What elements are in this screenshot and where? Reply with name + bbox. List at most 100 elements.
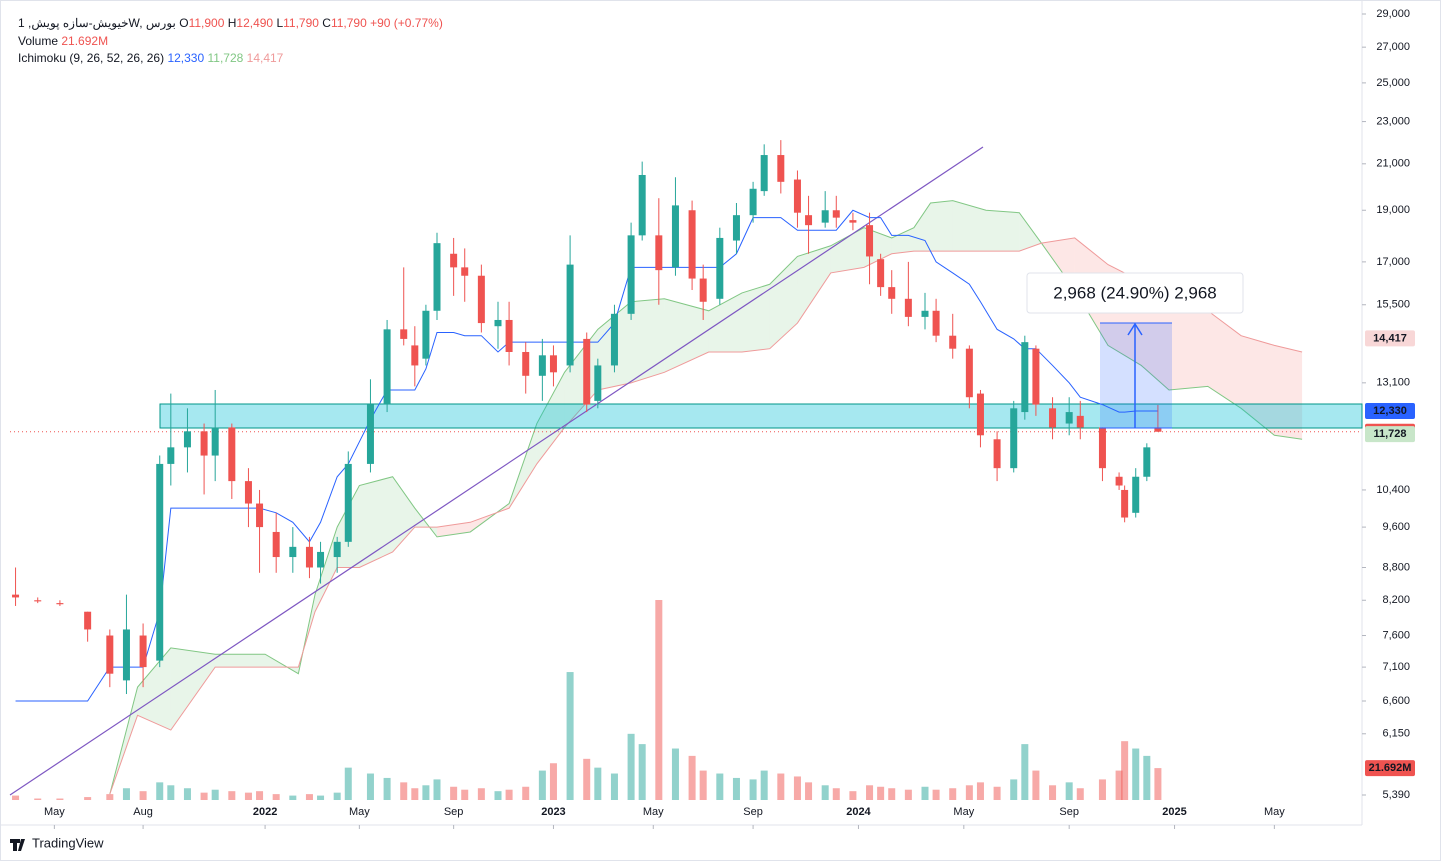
candle-body <box>699 278 707 302</box>
cloud-fill <box>170 647 216 731</box>
volume-bar <box>422 785 430 800</box>
volume-bar <box>305 794 313 800</box>
ichimoku-value: 12,330 <box>167 51 204 65</box>
volume-bar <box>494 791 502 800</box>
symbol: خیویش-سازه پویش, 1W, بورس <box>18 16 176 30</box>
x-tick-label: 2024 <box>846 806 871 818</box>
candle-body <box>805 215 813 226</box>
y-tick-label: 15,500 <box>1376 299 1410 311</box>
volume-bar <box>411 788 419 800</box>
footer: TradingView <box>32 835 104 850</box>
volume-bar <box>1115 770 1123 800</box>
volume-bar <box>383 777 391 800</box>
y-tick-label: 23,000 <box>1376 115 1410 127</box>
candle-body <box>522 351 530 376</box>
candle-body <box>433 243 441 311</box>
ohlc-label: H <box>228 16 237 30</box>
cloud-fill <box>1207 310 1242 409</box>
cloud-fill <box>536 372 565 464</box>
volume-bar <box>583 758 591 800</box>
y-tick-label: 7,100 <box>1382 661 1410 673</box>
candle-body <box>505 319 513 352</box>
cloud-fill <box>215 654 266 668</box>
candle-body <box>549 355 557 373</box>
candle-body <box>1032 348 1040 405</box>
volume-bar <box>477 788 485 800</box>
candle-body <box>84 611 92 630</box>
volume-bar <box>156 782 164 800</box>
cloud-fill <box>913 202 931 252</box>
zone-rect <box>159 403 1363 429</box>
volume-bar <box>993 786 1001 800</box>
candle-body <box>333 541 341 558</box>
ohlc-value: 11,790 <box>331 16 367 30</box>
axes-layer: 29,000 27,000 25,000 23,000 21,000 19,000 17,0… <box>44 8 1415 829</box>
candle-body <box>965 348 973 398</box>
volume-bar <box>976 782 984 800</box>
volume-bar <box>594 767 602 800</box>
legend-volume-row: Volume 21.692M <box>18 34 108 48</box>
y-tick-label: 5,390 <box>1382 789 1410 801</box>
y-tick-label: 21,000 <box>1376 158 1410 170</box>
candle-body <box>594 365 602 401</box>
volume-bar <box>461 789 469 800</box>
cloud-fill <box>664 298 709 373</box>
volume-bar <box>84 797 92 800</box>
candle-body <box>904 298 912 317</box>
candle-body <box>167 447 175 464</box>
y-tick-label: 29,000 <box>1376 8 1410 20</box>
candle-body <box>877 259 885 288</box>
volume-bar <box>965 785 973 800</box>
candle-body <box>832 210 840 218</box>
volume-bar <box>1098 779 1106 800</box>
volume-bar <box>638 744 646 800</box>
volume-bar <box>888 788 896 800</box>
candle-body <box>1115 476 1123 486</box>
cloud-line <box>109 237 1303 795</box>
volume-bar <box>139 791 147 800</box>
price-tag-label: 11,728 <box>1373 428 1406 440</box>
candle-body <box>749 188 757 216</box>
candle-body <box>450 253 458 268</box>
y-tick-label: 8,200 <box>1382 594 1410 606</box>
cloud-fill <box>1019 212 1042 252</box>
x-tick-label: Sep <box>1059 806 1079 818</box>
volume-bar <box>949 788 957 800</box>
volume-bar <box>1076 788 1084 800</box>
candle-body <box>921 310 929 317</box>
candle-body <box>777 155 785 182</box>
candle-body <box>976 393 984 436</box>
candle-body <box>272 531 280 558</box>
cloud-fill <box>1274 345 1303 440</box>
volume-bar <box>1132 748 1140 800</box>
volume-tag <box>1365 760 1415 777</box>
candle-body <box>1076 415 1084 428</box>
cloud-fill <box>930 200 953 252</box>
cloud-fill <box>1169 292 1208 390</box>
candle-body <box>1021 342 1029 413</box>
candle-body <box>256 503 264 528</box>
legend-symbol-row: خیویش-سازه پویش, 1W, بورس O11,900 H12,49… <box>18 16 443 30</box>
candle-body <box>1065 412 1073 424</box>
candle-body <box>849 220 857 223</box>
volume-bar <box>655 600 663 800</box>
volume-bar <box>344 767 352 800</box>
candle-body <box>566 264 574 366</box>
candle-body <box>866 225 874 257</box>
candle-body <box>932 310 940 336</box>
volume-bar <box>849 791 857 800</box>
volume-bar <box>921 786 929 800</box>
cloud-fill <box>830 227 864 273</box>
candle-body <box>583 338 591 405</box>
candle-body <box>793 179 801 213</box>
volume-bar <box>699 770 707 800</box>
candle-body <box>156 463 164 661</box>
volume-bar <box>877 786 885 800</box>
volume-bar <box>932 789 940 800</box>
candle-body <box>821 210 829 223</box>
price-tag-label: 12,330 <box>1373 405 1407 417</box>
y-tick-label: 6,600 <box>1382 695 1410 707</box>
candle-body <box>289 546 297 558</box>
volume-bar <box>1121 741 1129 800</box>
candle-body <box>122 629 130 681</box>
